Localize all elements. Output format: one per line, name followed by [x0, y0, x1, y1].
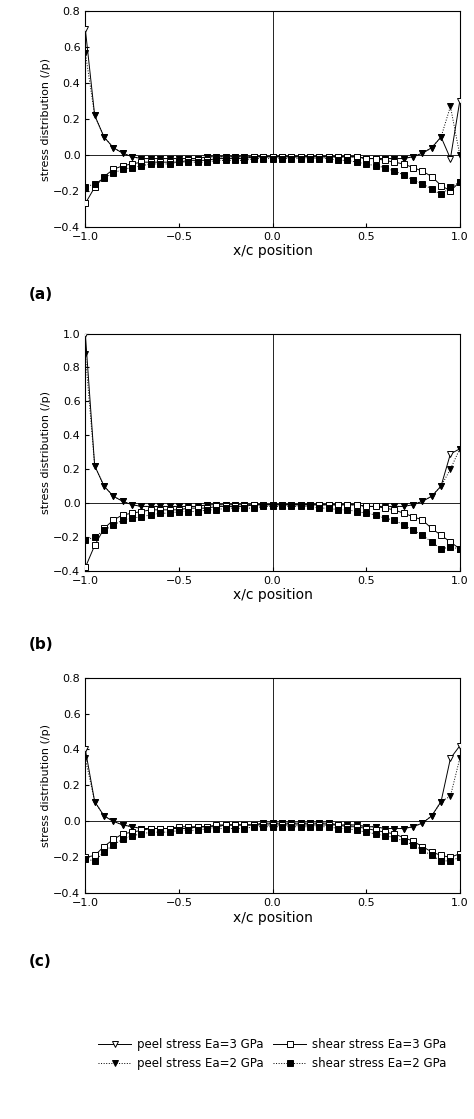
- Text: (b): (b): [29, 637, 54, 652]
- X-axis label: x/c position: x/c position: [233, 911, 312, 925]
- Y-axis label: stress distribution (/p): stress distribution (/p): [41, 391, 51, 514]
- Y-axis label: stress distribution (/p): stress distribution (/p): [41, 57, 51, 180]
- Text: (c): (c): [29, 953, 52, 969]
- Y-axis label: stress distribution (/p): stress distribution (/p): [41, 724, 51, 847]
- Text: (a): (a): [29, 288, 53, 302]
- X-axis label: x/c position: x/c position: [233, 589, 312, 602]
- X-axis label: x/c position: x/c position: [233, 244, 312, 258]
- Legend: peel stress Ea=3 GPa, peel stress Ea=2 GPa, shear stress Ea=3 GPa, shear stress : peel stress Ea=3 GPa, peel stress Ea=2 G…: [94, 1033, 451, 1074]
